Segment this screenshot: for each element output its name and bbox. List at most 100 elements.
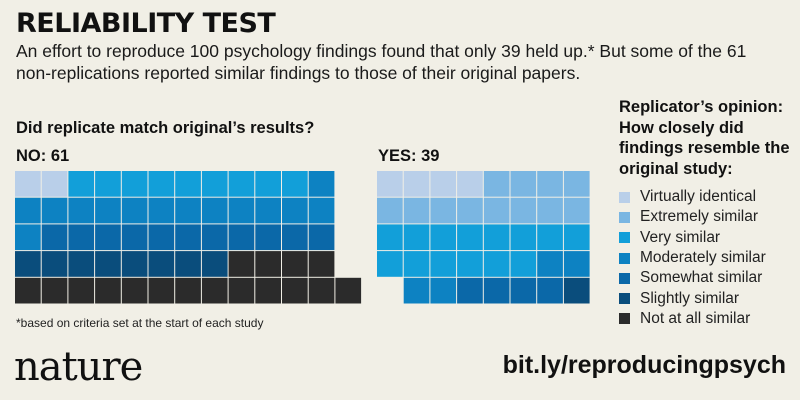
waffle-cell bbox=[121, 197, 148, 224]
waffle-cell bbox=[255, 277, 281, 304]
source-link[interactable]: bit.ly/reproducingpsych bbox=[502, 351, 786, 379]
waffle-cell bbox=[403, 171, 430, 197]
waffle-cell bbox=[308, 277, 335, 304]
waffle-cell bbox=[175, 277, 201, 304]
legend-label: Moderately similar bbox=[640, 249, 766, 267]
waffle-cell bbox=[95, 277, 121, 304]
waffle-cell bbox=[457, 224, 483, 251]
waffle-cell bbox=[228, 251, 255, 277]
nature-logo: nature bbox=[14, 344, 143, 390]
waffle-cell bbox=[537, 171, 563, 197]
waffle-cell bbox=[201, 224, 228, 251]
waffle-cell bbox=[403, 224, 430, 251]
waffle-cell bbox=[255, 171, 281, 197]
legend-swatch bbox=[619, 191, 630, 203]
waffle-cell bbox=[537, 224, 563, 251]
waffle-cell bbox=[41, 224, 68, 251]
waffle-cell bbox=[457, 277, 483, 304]
group-label-no: NO: 61 bbox=[16, 147, 70, 165]
legend-item: Somewhat similar bbox=[619, 268, 766, 288]
waffle-cell bbox=[15, 277, 41, 304]
legend-item: Moderately similar bbox=[619, 248, 766, 268]
waffle-cell bbox=[121, 277, 148, 304]
waffle-cell bbox=[537, 251, 563, 277]
legend-swatch bbox=[619, 313, 630, 325]
waffle-cell bbox=[483, 197, 510, 224]
legend-swatch bbox=[619, 232, 630, 244]
waffle-cell bbox=[41, 251, 68, 277]
waffle-cell bbox=[228, 224, 255, 251]
waffle-cell bbox=[15, 224, 41, 251]
waffle-cell bbox=[201, 251, 228, 277]
waffle-chart bbox=[15, 171, 590, 304]
legend-title: Replicator’s opinion: How closely did fi… bbox=[619, 98, 790, 178]
waffle-cell bbox=[148, 251, 175, 277]
waffle-cell bbox=[15, 251, 41, 277]
chart-title: RELIABILITY TEST bbox=[16, 8, 276, 39]
waffle-cell bbox=[148, 277, 175, 304]
waffle-cell bbox=[95, 171, 121, 197]
waffle-cell bbox=[282, 277, 308, 304]
waffle-cell bbox=[41, 197, 68, 224]
waffle-cell bbox=[228, 277, 255, 304]
waffle-cell bbox=[430, 197, 457, 224]
waffle-cell bbox=[95, 251, 121, 277]
waffle-cell bbox=[563, 197, 590, 224]
legend-item: Very similar bbox=[619, 228, 766, 248]
waffle-cell bbox=[510, 171, 537, 197]
legend-swatch bbox=[619, 272, 630, 284]
waffle-cell bbox=[457, 197, 483, 224]
chart-question: Did replicate match original’s results? bbox=[16, 119, 315, 137]
waffle-cell bbox=[121, 251, 148, 277]
waffle-cell bbox=[537, 197, 563, 224]
waffle-cell bbox=[537, 277, 563, 304]
waffle-cell bbox=[483, 224, 510, 251]
waffle-cell bbox=[377, 224, 403, 251]
legend-label: Slightly similar bbox=[640, 289, 740, 307]
waffle-cell bbox=[377, 251, 403, 277]
legend-label: Somewhat similar bbox=[640, 269, 763, 287]
waffle-cell bbox=[68, 171, 95, 197]
waffle-cell bbox=[175, 224, 201, 251]
waffle-cell bbox=[510, 224, 537, 251]
waffle-cell bbox=[41, 171, 68, 197]
waffle-cell bbox=[563, 251, 590, 277]
waffle-cell bbox=[282, 224, 308, 251]
waffle-cell bbox=[563, 224, 590, 251]
legend-swatch bbox=[619, 252, 630, 264]
waffle-cell bbox=[563, 171, 590, 197]
waffle-cell bbox=[308, 197, 335, 224]
waffle-cell bbox=[457, 251, 483, 277]
waffle-cell bbox=[228, 171, 255, 197]
waffle-cell bbox=[377, 197, 403, 224]
legend-label: Extremely similar bbox=[640, 208, 758, 226]
waffle-cell bbox=[563, 277, 590, 304]
waffle-cell bbox=[377, 171, 403, 197]
waffle-cell bbox=[335, 277, 362, 304]
waffle-cell bbox=[457, 171, 483, 197]
legend-item: Extremely similar bbox=[619, 207, 766, 227]
group-label-yes: YES: 39 bbox=[378, 147, 440, 165]
legend-swatch bbox=[619, 293, 630, 305]
waffle-cell bbox=[403, 251, 430, 277]
legend: Virtually identical Extremely similar Very… bbox=[619, 187, 766, 329]
waffle-cell bbox=[175, 197, 201, 224]
waffle-cell bbox=[483, 277, 510, 304]
waffle-cell bbox=[282, 171, 308, 197]
waffle-cell bbox=[148, 197, 175, 224]
waffle-cell bbox=[403, 197, 430, 224]
chart-subtitle: An effort to reproduce 100 psychology fi… bbox=[16, 41, 747, 83]
waffle-cell bbox=[510, 277, 537, 304]
footnote: *based on criteria set at the start of e… bbox=[16, 316, 264, 330]
waffle-cell bbox=[483, 251, 510, 277]
waffle-cell bbox=[282, 251, 308, 277]
waffle-cell bbox=[255, 251, 281, 277]
waffle-cell bbox=[228, 197, 255, 224]
waffle-cell bbox=[175, 171, 201, 197]
legend-item: Slightly similar bbox=[619, 288, 766, 308]
waffle-cell bbox=[282, 197, 308, 224]
waffle-cell bbox=[201, 197, 228, 224]
waffle-cell bbox=[255, 224, 281, 251]
waffle-cell bbox=[483, 171, 510, 197]
waffle-cell bbox=[68, 251, 95, 277]
